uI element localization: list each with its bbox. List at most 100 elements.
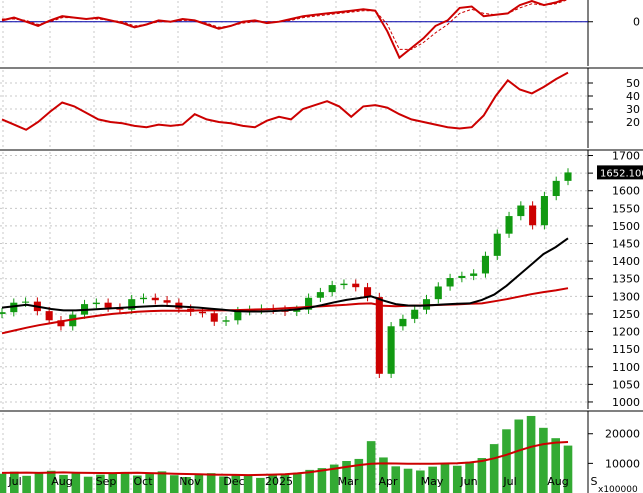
x-tick-label-10: Jun: [459, 475, 477, 488]
volume-bar-27: [329, 464, 339, 493]
volume-bar-1: [9, 471, 19, 493]
volume-bar-0: [0, 473, 7, 493]
price-candle-13: [151, 297, 159, 301]
last-price-tag-bg: [597, 165, 643, 180]
price-candle-27: [316, 292, 324, 298]
volume-bar-31: [379, 457, 388, 493]
price-candle-32: [375, 297, 383, 374]
price-candle-43: [505, 216, 513, 234]
price-candle-34: [399, 318, 407, 327]
price-candle-19: [222, 320, 230, 322]
volume-bar-45: [551, 438, 561, 493]
volume-bar-41: [502, 429, 511, 493]
volume-bar-34: [416, 470, 425, 493]
volume-bar-44: [539, 427, 548, 493]
volume-tick-label-1: 20000: [605, 428, 640, 441]
volume-unit-label: x100000: [598, 485, 638, 493]
volume-bar-9: [108, 473, 118, 493]
volume-bar-7: [83, 476, 93, 493]
volume-bar-16: [194, 474, 204, 493]
volume-bar-25: [305, 469, 314, 493]
volume-bar-28: [342, 461, 351, 493]
rsi-tick-label-2: 40: [626, 90, 640, 103]
price-candle-41: [481, 255, 489, 274]
price-candle-29: [340, 283, 348, 286]
price-candle-8: [92, 302, 100, 305]
x-tick-label-8: Apr: [378, 475, 398, 488]
volume-bar-30: [366, 441, 376, 493]
price-candle-48: [564, 172, 572, 181]
price-tick-label-2: 1100: [612, 361, 640, 374]
x-tick-label-3: Oct: [133, 475, 153, 488]
rsi-tick-label-3: 50: [626, 77, 640, 90]
volume-bar-14: [169, 475, 179, 493]
volume-bar-10: [120, 471, 130, 493]
price-tick-label-8: 1400: [612, 255, 640, 268]
volume-bar-5: [59, 474, 68, 493]
volume-bar-37: [452, 465, 462, 493]
volume-bar-46: [563, 445, 573, 493]
volume-ma-line: [1, 441, 569, 477]
price-tick-label-5: 1250: [612, 308, 640, 321]
volume-bar-6: [71, 472, 81, 493]
price-tick-label-6: 1300: [612, 290, 640, 303]
volume-bar-32: [391, 466, 401, 493]
volume-bar-3: [34, 472, 44, 493]
price-candle-38: [446, 278, 454, 287]
price-tick-label-3: 1150: [612, 343, 640, 356]
price-candle-31: [364, 287, 372, 298]
macd-series-1: [2, 0, 569, 50]
volume-bar-33: [403, 468, 413, 493]
volume-bar-24: [292, 472, 302, 493]
price-candle-30: [352, 283, 360, 288]
rsi-tick-label-0: 20: [626, 116, 640, 129]
x-tick-label-6: 2025: [265, 475, 293, 488]
volume-bar-39: [477, 458, 487, 493]
price-tick-label-14: 1700: [612, 150, 640, 163]
volume-bar-12: [145, 474, 154, 493]
price-candle-47: [552, 180, 560, 197]
price-candle-9: [104, 302, 112, 308]
price-candle-28: [328, 285, 336, 293]
volume-bar-43: [526, 415, 536, 493]
volume-bar-36: [440, 463, 450, 493]
price-candle-18: [210, 313, 218, 322]
volume-bar-21: [256, 477, 265, 493]
volume-bar-19: [231, 474, 241, 493]
price-ma-long: [1, 287, 569, 335]
x-tick-label-7: Mar: [338, 475, 359, 488]
price-candle-40: [470, 273, 478, 276]
x-tick-label-1: Aug: [51, 475, 72, 488]
volume-bar-40: [489, 444, 499, 493]
x-tick-label-2: Sep: [96, 475, 117, 488]
price-ma-short: [1, 237, 569, 313]
x-tick-label-12: Aug: [547, 475, 568, 488]
volume-bar-18: [219, 476, 228, 493]
price-candle-46: [540, 196, 548, 226]
price-candle-33: [387, 326, 395, 374]
x-tick-label-11: Jul: [502, 475, 516, 488]
x-tick-label-4: Nov: [179, 475, 201, 488]
volume-bar-35: [428, 466, 437, 493]
price-tick-label-7: 1350: [612, 273, 640, 286]
macd-tick-label-0: 0: [633, 16, 640, 29]
price-candle-14: [163, 300, 171, 303]
volume-bar-42: [514, 419, 524, 493]
price-candle-42: [493, 233, 501, 256]
price-candle-44: [517, 205, 525, 217]
volume-bar-4: [46, 470, 56, 493]
price-candle-0: [0, 312, 6, 314]
price-tick-label-11: 1550: [612, 202, 640, 215]
rsi-tick-label-1: 30: [626, 103, 640, 116]
price-candle-45: [529, 205, 537, 226]
price-candle-35: [411, 309, 419, 319]
price-candle-25: [293, 309, 301, 312]
macd-series-0: [1, 0, 566, 60]
price-candle-6: [69, 314, 77, 327]
price-candle-4: [45, 311, 53, 321]
x-tick-label-13: S: [591, 475, 598, 488]
price-candle-11: [128, 299, 136, 310]
